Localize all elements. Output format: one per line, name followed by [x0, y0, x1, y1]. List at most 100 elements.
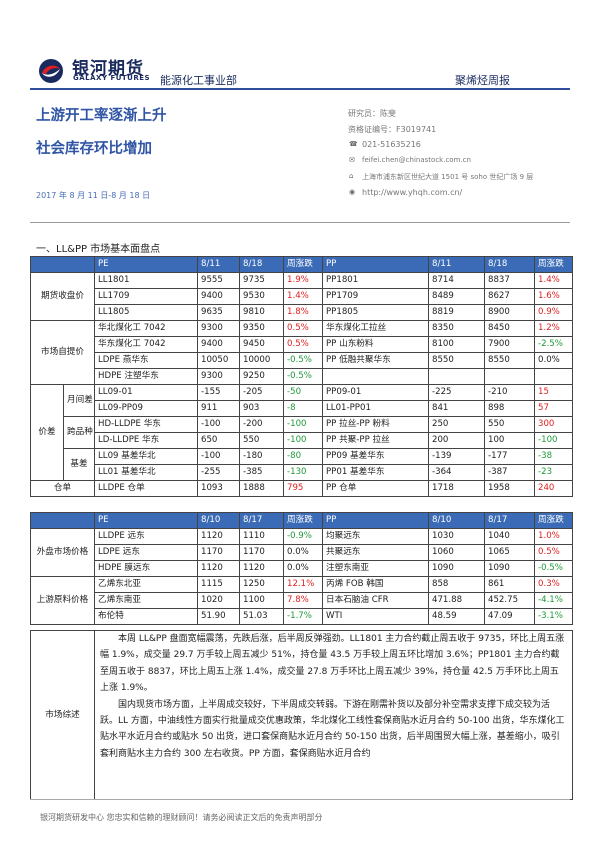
section-divider: [30, 222, 570, 223]
cell: 1065: [484, 544, 535, 561]
table-row: 仓单 LLDPE 仓单 1093 1888 795 PP 仓单 1718 1958 240: [30, 480, 573, 497]
cell: LL1801: [94, 272, 198, 289]
header-cell: [30, 256, 95, 273]
cell: -2.5%: [534, 336, 573, 353]
table-row: HDPE 注塑华东 9300 9250 -0.5%: [31, 368, 573, 385]
cell: [484, 368, 535, 385]
cell: 8819: [428, 304, 485, 321]
header-cell: 8/18: [239, 256, 284, 273]
cell: LLDPE 仓单: [94, 480, 198, 497]
cell: 华北煤化工 7042: [94, 320, 198, 337]
cell: 0.0%: [534, 352, 573, 369]
cell: 861: [484, 576, 535, 593]
cell: 1718: [428, 480, 485, 497]
cell: 8550: [428, 352, 485, 369]
department: 能源化工事业部: [160, 74, 237, 87]
cell: 1093: [197, 480, 240, 497]
cell: 丙烯 FOB 韩国: [322, 576, 429, 593]
cell: 9735: [239, 272, 284, 289]
table-row: 跨品种 HD-LLDPE 华东 -100 -200 -100 PP 拉丝-PP 粉料 250…: [31, 416, 573, 449]
cell: PP01 基差华东: [322, 464, 429, 481]
header-cell: 8/18: [484, 256, 535, 273]
cell: 795: [283, 480, 323, 497]
header-cell: PE: [94, 512, 198, 529]
web-icon: ◉: [349, 188, 356, 196]
cell: 57: [534, 400, 573, 417]
header-cell: 8/17: [239, 512, 284, 529]
cell: LL01 基差华北: [94, 464, 198, 481]
cell: 0.9%: [534, 304, 573, 321]
cell: LL09 基差华北: [94, 448, 198, 465]
logo-text: 银河期货: [72, 59, 144, 79]
cell: 1170: [197, 544, 240, 561]
cell: PP09-01: [322, 384, 429, 401]
cell: -205: [239, 384, 284, 401]
cell: 8100: [428, 336, 485, 353]
cell: 1120: [197, 560, 240, 577]
cell: -255: [197, 464, 240, 481]
cell: 8550: [484, 352, 535, 369]
table-row: LDPE 远东 1170 1170 0.0% 共聚远东 1060 1065 0.5%: [31, 544, 573, 561]
cell: 10000: [239, 352, 284, 369]
cell: -155: [197, 384, 240, 401]
cell: 1110: [239, 528, 284, 545]
cell: -50: [283, 384, 323, 401]
cell: HD-LLDPE 华东: [94, 416, 198, 433]
cell: 1100: [239, 592, 284, 609]
cell: -0.9%: [283, 528, 323, 545]
cell: 1958: [484, 480, 535, 497]
report-type: 聚烯烃周报: [455, 74, 510, 87]
cell: WTI: [322, 608, 429, 625]
cell: 550: [239, 432, 284, 449]
cell: -100: [534, 432, 573, 449]
logo-english: GALAXY FUTURES: [73, 74, 151, 82]
cell: -385: [239, 464, 284, 481]
cell: 15: [534, 384, 573, 401]
cell: LL01-PP01: [322, 400, 429, 417]
cell: LLDPE 远东: [94, 528, 198, 545]
cell: 200: [428, 432, 485, 449]
cell: 9350: [239, 320, 284, 337]
header-cell: 周涨跌: [534, 512, 573, 529]
address: 上海市浦东新区世纪大道 1501 号 soho 世纪广场 9 层: [362, 173, 534, 181]
table-row: LD-LLDPE 华东 650 550 -100 PP 共聚-PP 拉丝 200 100 -1…: [31, 432, 573, 449]
cell: 1888: [239, 480, 284, 497]
cell: 9400: [197, 336, 240, 353]
table-header-row: PE 8/10 8/17 周涨跌 PP 8/10 8/17 周涨跌: [30, 512, 573, 529]
external-price-table: PE 8/10 8/17 周涨跌 PP 8/10 8/17 周涨跌 外盘市场价格 LLDPE 远东…: [30, 512, 573, 625]
table-row: 市场自提价 华北煤化工 7042 9300 9350 0.5% 华东煤化工拉丝 8350 84…: [30, 320, 573, 385]
cell: 8350: [428, 320, 485, 337]
cell: 1120: [197, 528, 240, 545]
phone: 021-51635216: [362, 140, 421, 149]
headline-2: 社会库存环比增加: [36, 141, 152, 157]
cell: -8: [283, 400, 323, 417]
cell: -177: [484, 448, 535, 465]
cell: 452.75: [484, 592, 535, 609]
cell: 1.4%: [283, 288, 323, 305]
group-label: 上游原料价格: [30, 576, 95, 625]
cell: -38: [534, 448, 573, 465]
cell: -100: [197, 416, 240, 433]
cell: 9400: [197, 288, 240, 305]
table-row: 上游原料价格 乙烯东北亚 1115 1250 12.1% 丙烯 FOB 韩国 858 861 0…: [30, 576, 573, 625]
cell: 1170: [239, 544, 284, 561]
cell: PP 拉丝-PP 粉料: [322, 416, 429, 433]
section-title: 一、LL&PP 市场基本面盘点: [36, 244, 161, 255]
cell: PP1801: [322, 272, 429, 289]
header-divider: [30, 88, 570, 90]
email[interactable]: feifei.chen@chinastock.com.cn: [362, 156, 471, 164]
cell: 0.3%: [534, 576, 573, 593]
summary-paragraph-2: 国内现货市场方面，上半周成交较好，下半周成交转弱。下游在刚需补货以及部分补空需求…: [100, 699, 565, 759]
header-cell: 8/10: [428, 512, 485, 529]
cell: -3.1%: [534, 608, 573, 625]
cell: 1020: [197, 592, 240, 609]
website[interactable]: http://www.yhqh.com.cn/: [362, 188, 463, 197]
subgroup-label: 基差: [63, 448, 95, 481]
table-row: 外盘市场价格 LLDPE 远东 1120 1110 -0.9% 均聚远东 1030 1040 1…: [30, 528, 573, 577]
cell: 8627: [484, 288, 535, 305]
cell: 均聚远东: [322, 528, 429, 545]
cell: 858: [428, 576, 485, 593]
cell: HDPE 膜远东: [94, 560, 198, 577]
cell: [428, 368, 485, 385]
cell: 100: [484, 432, 535, 449]
